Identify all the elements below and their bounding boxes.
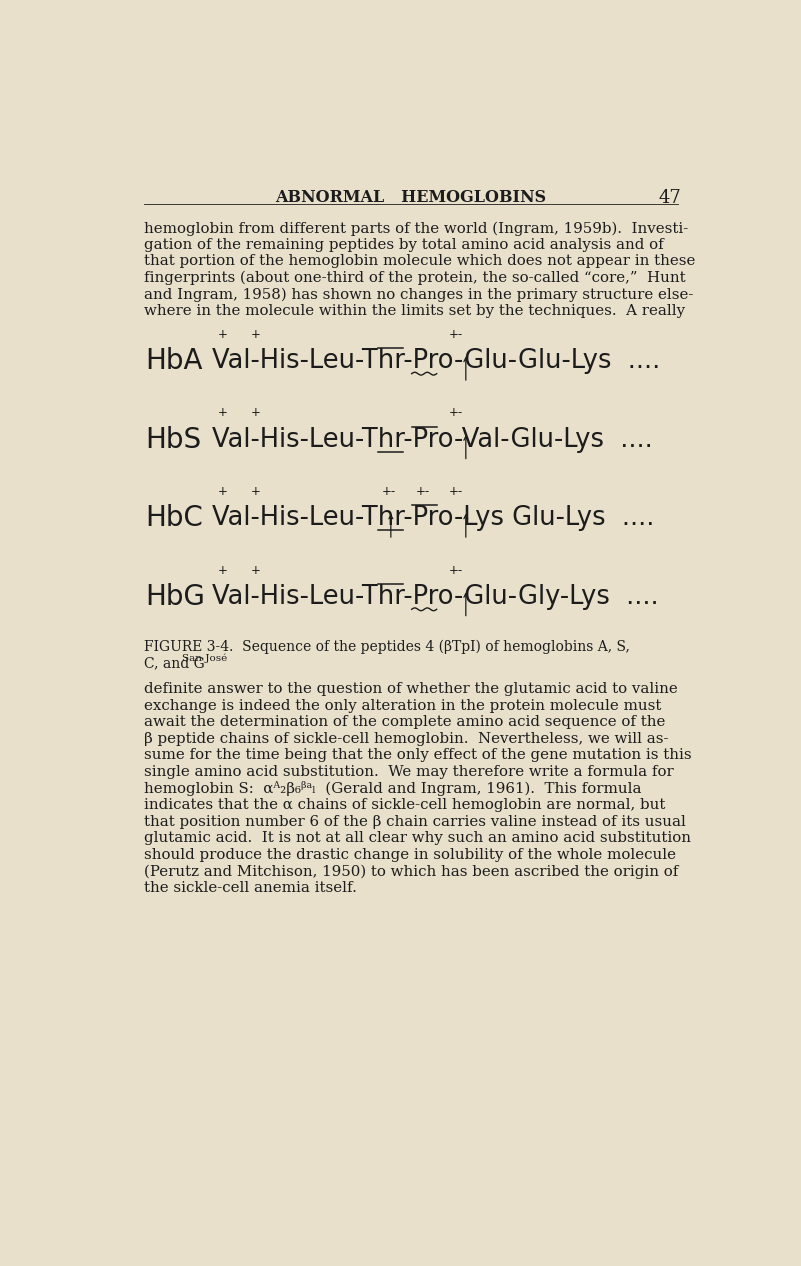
Text: should produce the drastic change in solubility of the whole molecule: should produce the drastic change in sol…: [143, 848, 675, 862]
Text: +: +: [251, 406, 261, 419]
Text: fingerprints (about one-third of the protein, the so-called “core,”  Hunt: fingerprints (about one-third of the pro…: [143, 271, 685, 285]
Text: gation of the remaining peptides by total amino acid analysis and of: gation of the remaining peptides by tota…: [143, 238, 663, 252]
Text: the sickle-cell anemia itself.: the sickle-cell anemia itself.: [143, 881, 356, 895]
Text: sume for the time being that the only effect of the gene mutation is this: sume for the time being that the only ef…: [143, 748, 691, 762]
Text: +: +: [251, 328, 261, 341]
Text: and Ingram, 1958) has shown no changes in the primary structure else-: and Ingram, 1958) has shown no changes i…: [143, 287, 693, 301]
Text: +: +: [218, 328, 227, 341]
Text: Val-His-Leu-Thr-Pro-Lys Glu-Lys  ....: Val-His-Leu-Thr-Pro-Lys Glu-Lys ....: [211, 505, 654, 532]
Text: +: +: [218, 563, 227, 576]
Text: that position number 6 of the β chain carries valine instead of its usual: that position number 6 of the β chain ca…: [143, 814, 686, 828]
Text: +-: +-: [449, 406, 463, 419]
Text: +: +: [218, 485, 227, 498]
Text: hemoglobin from different parts of the world (Ingram, 1959b).  Investi-: hemoglobin from different parts of the w…: [143, 222, 688, 235]
Text: hemoglobin S:  αᴬ₂β₆ᵝᵃₗ  (Gerald and Ingram, 1961).  This formula: hemoglobin S: αᴬ₂β₆ᵝᵃₗ (Gerald and Ingra…: [143, 781, 641, 796]
Text: +-: +-: [449, 485, 463, 498]
Text: +-: +-: [449, 563, 463, 576]
Text: HbC: HbC: [145, 504, 203, 533]
Text: await the determination of the complete amino acid sequence of the: await the determination of the complete …: [143, 715, 665, 729]
Text: +: +: [251, 563, 261, 576]
Text: 47: 47: [658, 189, 682, 206]
Text: C, and G: C, and G: [143, 656, 204, 670]
Text: HbS: HbS: [145, 425, 201, 454]
Text: Val-His-Leu-Thr-Pro-Glu-Gly-Lys  ....: Val-His-Leu-Thr-Pro-Glu-Gly-Lys ....: [211, 584, 658, 610]
Text: +: +: [218, 406, 227, 419]
Text: San José: San José: [182, 655, 227, 663]
Text: HbG: HbG: [145, 582, 205, 611]
Text: HbA: HbA: [145, 347, 203, 375]
Text: +-: +-: [416, 485, 429, 498]
Text: definite answer to the question of whether the glutamic acid to valine: definite answer to the question of wheth…: [143, 682, 678, 696]
Text: glutamic acid.  It is not at all clear why such an amino acid substitution: glutamic acid. It is not at all clear wh…: [143, 830, 690, 846]
Text: ABNORMAL   HEMOGLOBINS: ABNORMAL HEMOGLOBINS: [275, 189, 546, 206]
Text: Val-His-Leu-Thr-Pro-Val-Glu-Lys  ....: Val-His-Leu-Thr-Pro-Val-Glu-Lys ....: [211, 427, 653, 453]
Text: +: +: [251, 485, 261, 498]
Text: single amino acid substitution.  We may therefore write a formula for: single amino acid substitution. We may t…: [143, 765, 674, 779]
Text: (Perutz and Mitchison, 1950) to which has been ascribed the origin of: (Perutz and Mitchison, 1950) to which ha…: [143, 865, 678, 879]
Text: where in the molecule within the limits set by the techniques.  A really: where in the molecule within the limits …: [143, 304, 685, 318]
Text: Val-His-Leu-Thr-Pro-Glu-Glu-Lys  ....: Val-His-Leu-Thr-Pro-Glu-Glu-Lys ....: [211, 348, 660, 375]
Text: β peptide chains of sickle-cell hemoglobin.  Nevertheless, we will as-: β peptide chains of sickle-cell hemoglob…: [143, 732, 668, 746]
Text: FIGURE 3-4.  Sequence of the peptides 4 (βTpI) of hemoglobins A, S,: FIGURE 3-4. Sequence of the peptides 4 (…: [143, 639, 630, 653]
Text: +-: +-: [449, 328, 463, 341]
Text: that portion of the hemoglobin molecule which does not appear in these: that portion of the hemoglobin molecule …: [143, 254, 695, 268]
Text: exchange is indeed the only alteration in the protein molecule must: exchange is indeed the only alteration i…: [143, 699, 661, 713]
Text: +-: +-: [382, 485, 396, 498]
Text: indicates that the α chains of sickle-cell hemoglobin are normal, but: indicates that the α chains of sickle-ce…: [143, 798, 665, 812]
